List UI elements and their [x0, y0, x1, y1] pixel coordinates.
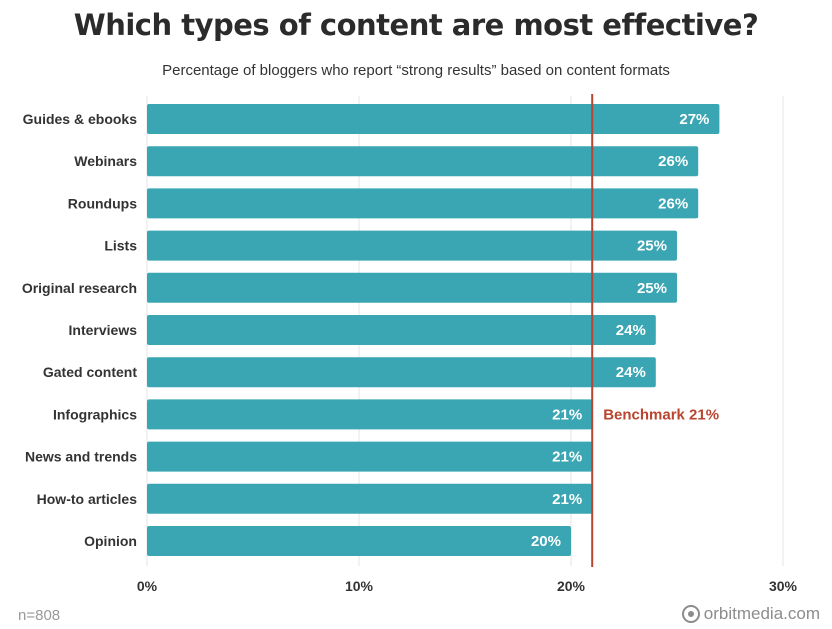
bar	[147, 188, 699, 219]
benchmark-label: Benchmark 21%	[603, 406, 719, 423]
value-label: 25%	[637, 280, 667, 297]
category-label: Roundups	[68, 195, 137, 211]
x-tick-label: 20%	[557, 578, 586, 594]
bar	[147, 272, 677, 303]
chart-title: Which types of content are most effectiv…	[73, 8, 759, 42]
benchmark: Benchmark 21%	[591, 94, 719, 567]
value-label: 21%	[552, 406, 582, 423]
category-label: Opinion	[84, 533, 137, 549]
bar-chart: Guides & ebooks Webinars Roundups Lists Orig…	[22, 94, 798, 594]
bar	[147, 483, 593, 514]
value-label: 27%	[679, 111, 709, 128]
bar	[147, 441, 593, 472]
category-label: Gated content	[43, 364, 137, 380]
bar	[147, 230, 677, 261]
x-tick-label: 10%	[345, 578, 374, 594]
value-label: 20%	[531, 533, 561, 550]
bar	[147, 526, 571, 556]
value-label: 24%	[616, 322, 646, 339]
bar	[147, 104, 720, 134]
value-label: 25%	[637, 238, 667, 255]
bar	[147, 146, 699, 177]
value-label: 21%	[552, 491, 582, 508]
category-label: Webinars	[74, 153, 137, 169]
category-label: Infographics	[53, 406, 137, 422]
category-labels: Guides & ebooks Webinars Roundups Lists Orig…	[22, 111, 138, 549]
value-label: 21%	[552, 449, 582, 466]
value-label: 26%	[658, 195, 688, 212]
bar	[147, 399, 593, 430]
chart-subtitle: Percentage of bloggers who report “stron…	[162, 62, 670, 79]
category-label: Interviews	[69, 322, 138, 338]
value-label: 26%	[658, 153, 688, 170]
category-label: News and trends	[25, 449, 137, 465]
bars	[147, 104, 720, 556]
sample-size-note: n=808	[18, 607, 61, 624]
x-tick-label: 30%	[769, 578, 798, 594]
orbit-logo-icon	[681, 605, 700, 623]
category-label: Original research	[22, 280, 137, 296]
bar	[147, 357, 656, 388]
value-label: 24%	[616, 364, 646, 381]
category-label: How-to articles	[37, 491, 138, 507]
category-label: Guides & ebooks	[23, 111, 138, 127]
value-labels: 27% 26% 26% 25% 25% 24% 24% 21% 21% 21% 20%	[531, 111, 709, 550]
bar	[147, 315, 656, 345]
brand-name: orbitmedia.com	[703, 604, 820, 623]
x-tick-label: 0%	[137, 578, 158, 594]
brand-logo: orbitmedia.com	[681, 604, 820, 624]
x-axis-ticks: 0% 10% 20% 30%	[137, 578, 798, 594]
category-label: Lists	[104, 238, 137, 254]
